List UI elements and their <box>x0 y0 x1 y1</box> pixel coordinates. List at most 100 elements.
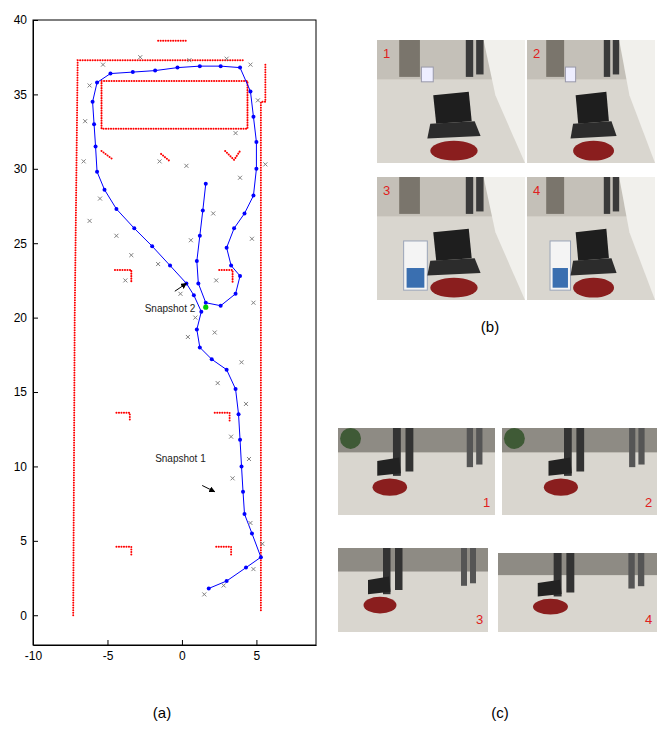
photo-side-wall <box>484 40 525 163</box>
photo-legs <box>476 40 483 74</box>
marker-dot <box>102 188 106 192</box>
marker-x <box>247 457 251 461</box>
line-piece <box>115 270 131 282</box>
marker-dot <box>232 226 236 230</box>
marker-x <box>222 583 226 587</box>
x-tick-label: 0 <box>179 649 186 663</box>
photo-laptop-screen <box>433 229 471 261</box>
marker-x <box>178 292 182 296</box>
line-piece <box>116 547 131 556</box>
marker-x <box>88 83 92 87</box>
marker-dot <box>195 328 199 332</box>
marker-x <box>202 592 206 596</box>
y-tick: 0 <box>20 609 38 623</box>
photo-number: 4 <box>533 183 540 198</box>
marker-x <box>214 278 218 282</box>
line-piece <box>102 81 248 129</box>
photo <box>338 428 495 515</box>
marker-dot <box>192 293 196 297</box>
panel-label: (b) <box>481 318 499 335</box>
photo-laptop <box>549 458 572 476</box>
marker-x <box>251 567 255 571</box>
x-tick: -5 <box>103 640 114 663</box>
photo-legs <box>476 428 482 465</box>
photo-floor <box>377 177 525 300</box>
marker-dot <box>95 81 99 85</box>
photo-laptop <box>368 577 391 595</box>
marker-dot <box>210 357 214 361</box>
y-tick-label: 35 <box>14 88 28 102</box>
marker-dot <box>251 194 255 198</box>
series-1 <box>91 64 263 590</box>
line-piece <box>215 413 230 422</box>
marker-x <box>156 262 160 266</box>
marker-dot <box>150 244 154 248</box>
y-tick: 40 <box>14 13 38 27</box>
plot-frame <box>33 20 316 645</box>
x-tick-label: 5 <box>254 649 261 663</box>
marker-x <box>250 237 254 241</box>
marker-dot <box>201 208 205 212</box>
marker-dot <box>92 122 96 126</box>
marker-x <box>88 219 92 223</box>
photo-laptop-screen <box>576 92 609 124</box>
y-tick-mark <box>33 243 38 244</box>
series-2 <box>82 55 268 596</box>
marker-dot <box>259 555 263 559</box>
photo-laptop-base <box>571 258 617 275</box>
marker-dot <box>251 115 255 119</box>
marker-dot <box>248 89 252 93</box>
x-axis-line <box>34 645 317 646</box>
marker-x <box>98 197 102 201</box>
y-tick-mark <box>33 392 38 393</box>
marker-x <box>263 162 267 166</box>
photo-legs <box>466 40 473 77</box>
x-tick: 0 <box>179 640 186 663</box>
marker-x <box>231 476 235 480</box>
marker-dot <box>204 182 208 186</box>
figure: -10-5050510152025303540Snapshot 1Snapsho… <box>0 0 662 740</box>
y-axis-line <box>33 21 34 646</box>
photo-floor <box>498 553 657 632</box>
marker-x <box>129 253 133 257</box>
marker-dot <box>94 144 98 148</box>
photo-legs <box>638 553 644 586</box>
photo-door <box>399 40 420 77</box>
x-tick-label: -5 <box>103 649 114 663</box>
marker-x <box>189 238 193 242</box>
photo-floor <box>338 428 495 515</box>
y-tick-mark <box>33 541 38 542</box>
marker-dot <box>241 490 245 494</box>
y-tick-label: 25 <box>14 237 28 251</box>
photo <box>527 177 655 300</box>
photo-door <box>399 177 420 214</box>
annotation-arrow <box>175 283 187 291</box>
photo-robot <box>544 478 578 495</box>
photo-number: 2 <box>533 46 540 61</box>
marker-dot <box>196 281 200 285</box>
marker-x <box>186 335 190 339</box>
photo-legs <box>604 177 610 214</box>
marker-dot <box>254 140 258 144</box>
marker-dot <box>254 167 258 171</box>
marker-x <box>260 542 264 546</box>
y-tick: 5 <box>20 534 38 548</box>
photo-legs <box>466 177 473 214</box>
photo <box>498 553 657 632</box>
panel-label: (a) <box>153 704 171 721</box>
y-tick-mark <box>33 169 38 170</box>
y-tick: 35 <box>14 88 38 102</box>
plot-background <box>33 20 316 645</box>
photo-legs <box>476 177 483 211</box>
photo-number: 3 <box>476 612 483 627</box>
marker-x <box>138 55 142 59</box>
y-tick: 30 <box>14 162 38 176</box>
marker-dot <box>195 259 199 263</box>
panel-label: (c) <box>491 704 509 721</box>
photo-legs <box>604 40 610 77</box>
photo-legs <box>467 428 473 467</box>
marker-x <box>114 234 118 238</box>
photo-legs <box>629 428 635 467</box>
marker-x <box>225 57 229 61</box>
y-tick-mark <box>33 20 38 21</box>
